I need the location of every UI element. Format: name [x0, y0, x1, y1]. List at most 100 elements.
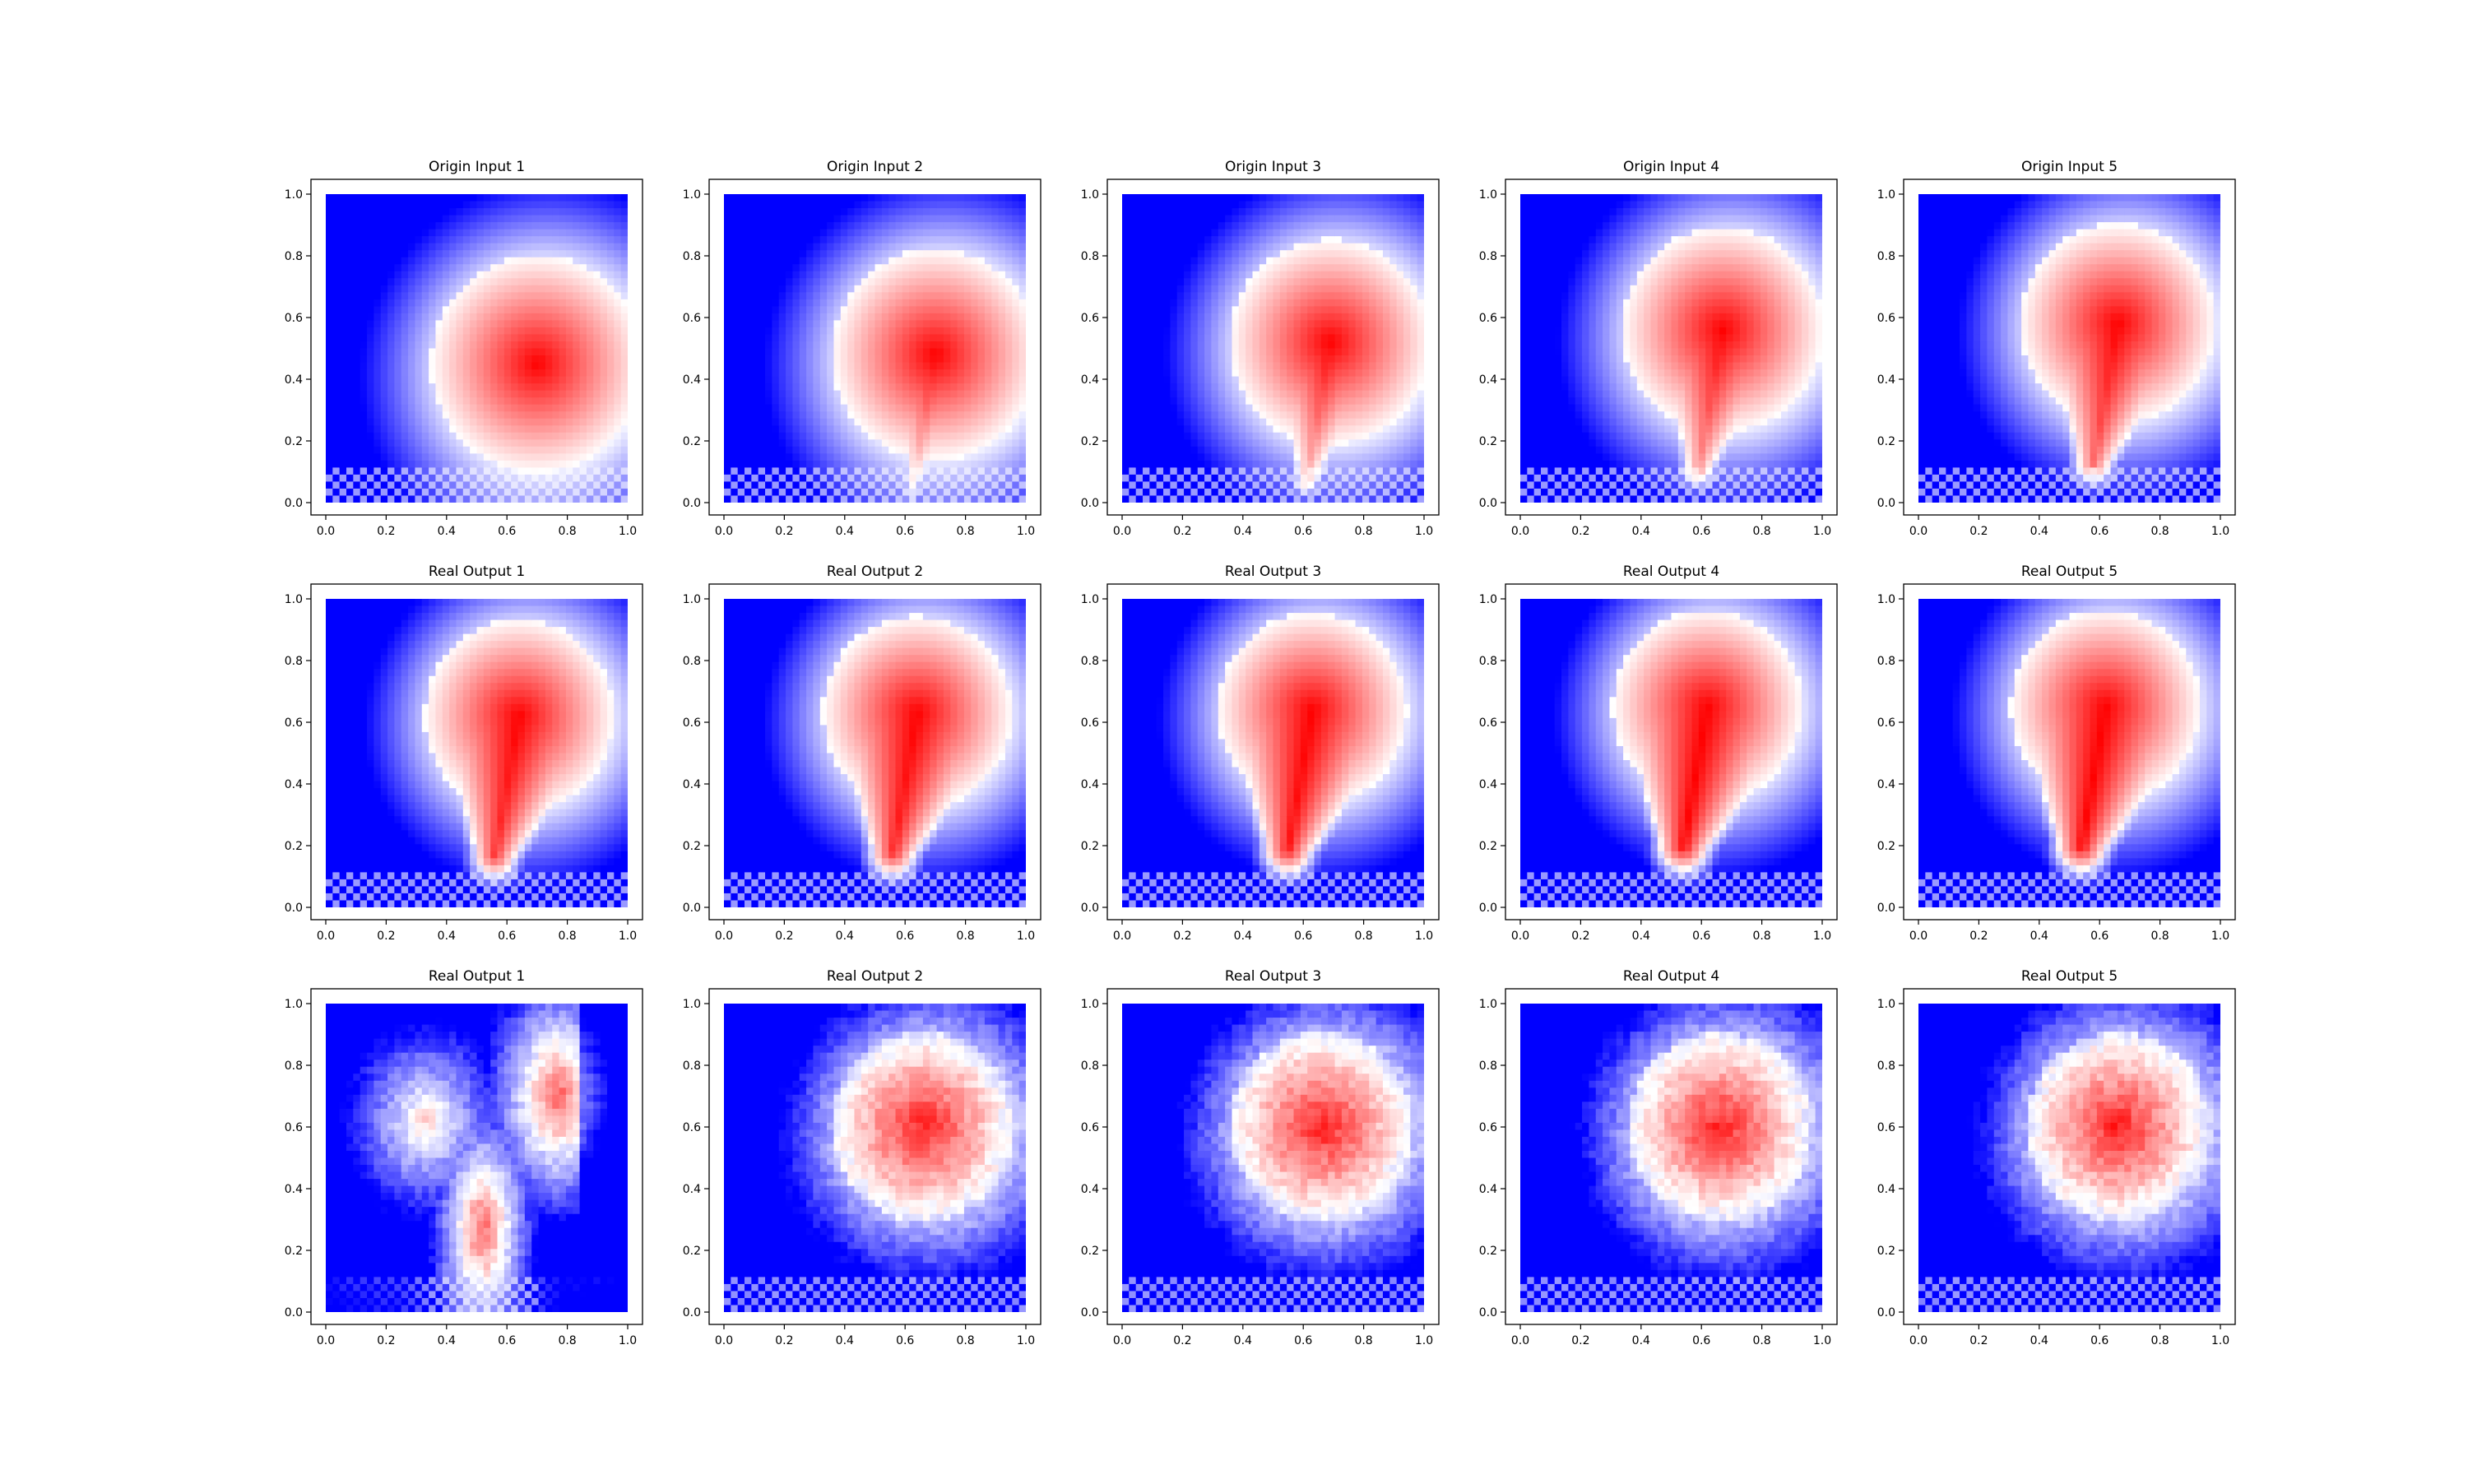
heatmap-cell [833, 489, 841, 496]
heatmap-cell [841, 250, 848, 257]
heatmap-cell [573, 292, 580, 299]
heatmap-cell [353, 257, 360, 265]
heatmap-cell [566, 425, 573, 433]
heatmap-cell [882, 313, 889, 321]
heatmap-cell [607, 391, 615, 398]
heatmap-cell [888, 264, 896, 271]
heatmap-cell [958, 250, 965, 257]
heatmap-cell [786, 397, 793, 405]
heatmap-cell [985, 306, 992, 313]
subplot-title: Origin Input 2 [827, 159, 923, 175]
heatmap-cell [429, 236, 436, 243]
heatmap-cell [758, 334, 766, 341]
heatmap-cell [531, 411, 539, 419]
heatmap-cell [1252, 383, 1260, 391]
heatmap-cell [443, 475, 450, 482]
heatmap-cell [772, 447, 779, 454]
heatmap-cell [1129, 349, 1136, 356]
heatmap-cell [1143, 495, 1150, 503]
heatmap-cell [806, 264, 814, 271]
heatmap-cell [779, 208, 786, 216]
heatmap-cell [511, 278, 518, 285]
heatmap-cell [387, 489, 395, 496]
heatmap-cell [429, 439, 436, 447]
heatmap-cell [841, 397, 848, 405]
heatmap-cell [498, 257, 505, 265]
heatmap-cell [1260, 419, 1267, 426]
heatmap-cell [408, 278, 415, 285]
heatmap-cell [504, 243, 512, 251]
heatmap-cell [950, 377, 958, 384]
heatmap-cell [902, 341, 910, 349]
heatmap-cell [346, 475, 354, 482]
heatmap-cell [326, 405, 333, 412]
heatmap-cell [751, 230, 758, 237]
heatmap-cell [1190, 236, 1198, 243]
heatmap-cell [463, 363, 471, 370]
heatmap-cell [875, 313, 883, 321]
heatmap-cell [1012, 447, 1019, 454]
heatmap-cell [1273, 285, 1281, 293]
heatmap-cell [1232, 377, 1239, 384]
heatmap-cell [511, 271, 518, 279]
heatmap-cell [923, 327, 930, 335]
heatmap-cell [964, 495, 972, 503]
heatmap-cell [937, 489, 944, 496]
heatmap-cell [902, 405, 910, 412]
heatmap-cell [326, 425, 333, 433]
heatmap-cell [806, 425, 814, 433]
heatmap-cell [1190, 439, 1198, 447]
heatmap-cell [875, 202, 883, 209]
heatmap-cell [738, 461, 745, 468]
heatmap-cell [1143, 349, 1150, 356]
heatmap-cell [1157, 397, 1164, 405]
heatmap-cell [916, 202, 924, 209]
heatmap-cell [909, 425, 916, 433]
heatmap-cell [381, 369, 388, 377]
heatmap-cell [813, 313, 820, 321]
heatmap-cell [373, 377, 381, 384]
heatmap-cell [456, 405, 463, 412]
heatmap-cell [1273, 222, 1281, 230]
heatmap-cell [373, 461, 381, 468]
heatmap-cell [360, 433, 368, 440]
heatmap-cell [607, 250, 615, 257]
heatmap-cell [1012, 411, 1019, 419]
heatmap-cell [731, 447, 738, 454]
heatmap-cell [985, 377, 992, 384]
heatmap-cell [422, 425, 429, 433]
heatmap-cell [1246, 222, 1253, 230]
heatmap-cell [1122, 285, 1130, 293]
heatmap-cell [504, 397, 512, 405]
heatmap-cell [1232, 278, 1239, 285]
heatmap-cell [1239, 222, 1246, 230]
heatmap-cell [415, 453, 422, 461]
heatmap-cell [1019, 411, 1027, 419]
heatmap-cell [950, 363, 958, 370]
heatmap-cell [373, 411, 381, 419]
heatmap-cell [1211, 489, 1218, 496]
heatmap-cell [1122, 461, 1130, 468]
heatmap-cell [340, 341, 347, 349]
heatmap-cell [593, 467, 601, 475]
heatmap-cell [601, 425, 608, 433]
heatmap-cell [861, 489, 869, 496]
heatmap-cell [731, 278, 738, 285]
heatmap-cell [435, 216, 443, 223]
heatmap-cell [800, 419, 807, 426]
heatmap-cell [1280, 243, 1287, 251]
heatmap-cell [531, 489, 539, 496]
heatmap-cell [1177, 481, 1185, 489]
heatmap-cell [443, 447, 450, 454]
heatmap-cell [991, 222, 999, 230]
heatmap-cell [841, 391, 848, 398]
heatmap-cell [1122, 222, 1130, 230]
heatmap-cell [950, 383, 958, 391]
heatmap-cell [1012, 216, 1019, 223]
heatmap-cell [813, 467, 820, 475]
heatmap-cell [724, 439, 731, 447]
heatmap-cell [985, 222, 992, 230]
heatmap-cell [738, 341, 745, 349]
heatmap-cell [429, 411, 436, 419]
heatmap-cell [964, 405, 972, 412]
